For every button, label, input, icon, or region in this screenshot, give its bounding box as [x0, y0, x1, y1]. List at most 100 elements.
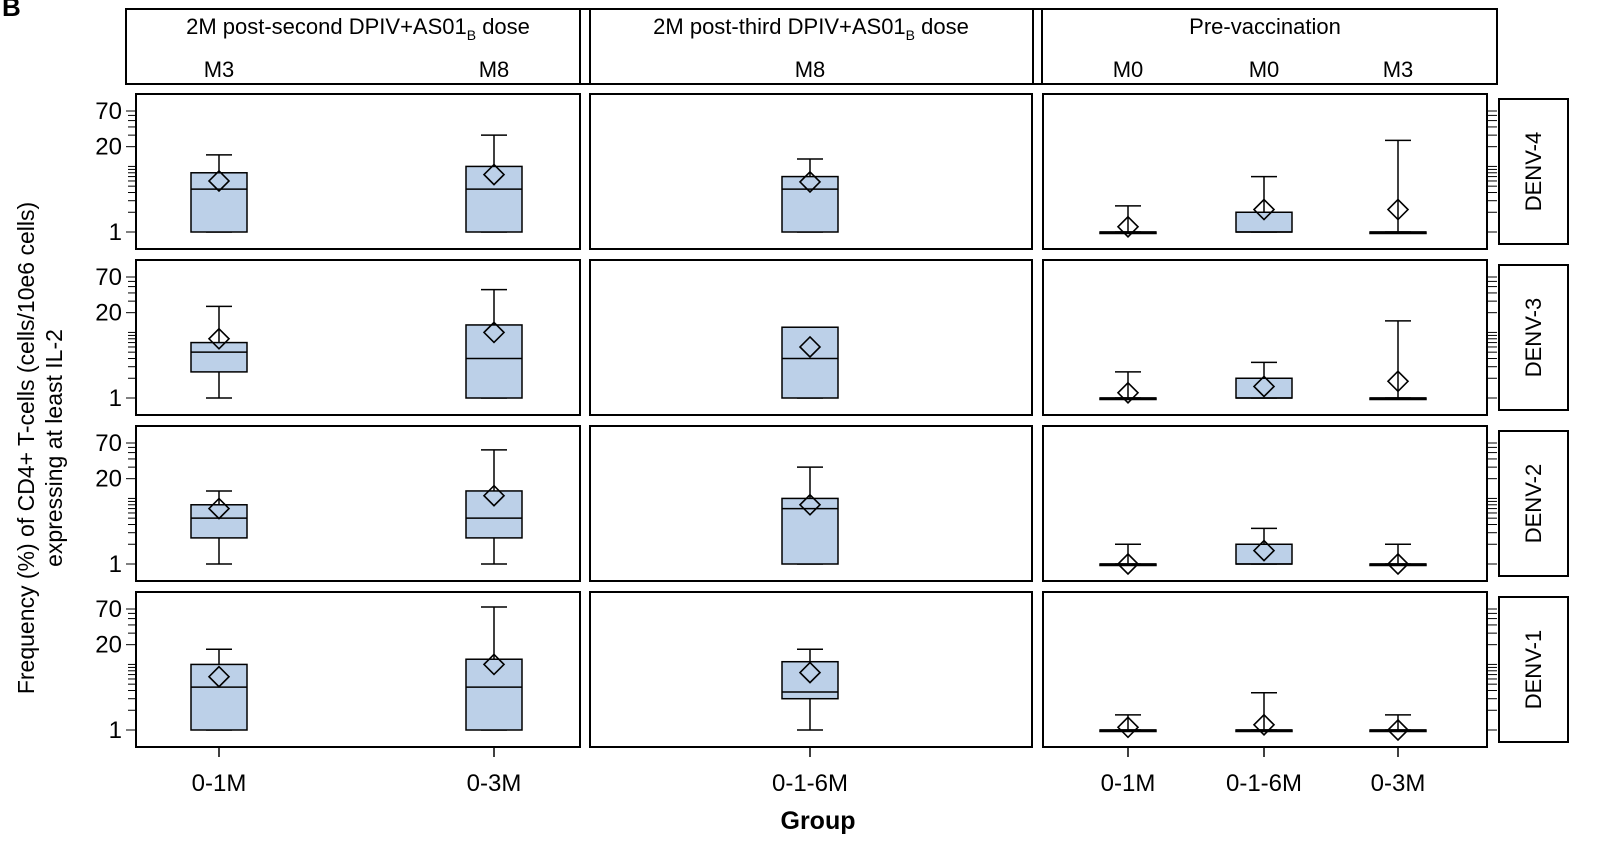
box-DENV-2-0-3M: [1369, 543, 1427, 576]
visit-label: M0: [1113, 57, 1144, 82]
mean-marker: [1116, 215, 1140, 238]
x-tick-label: 0-1-6M: [1226, 770, 1302, 797]
box-DENV-1-0-3M: [1369, 714, 1427, 742]
y-tick-label: 20: [95, 632, 122, 659]
visit-label: M0: [1249, 57, 1280, 82]
mean-marker: [1386, 198, 1410, 221]
box-DENV-3-0-1M: [190, 305, 248, 399]
box-iqr: [1235, 211, 1293, 233]
mean-marker: [1116, 552, 1140, 576]
mean-marker: [1116, 381, 1140, 404]
y-tick-label: 1: [109, 385, 122, 412]
y-axis-title-line2: expressing at least IL-2: [41, 329, 67, 567]
visit-label: M3: [1383, 57, 1414, 82]
row-strip-box: [1498, 430, 1569, 577]
box-DENV-4-0-1M: [190, 154, 248, 233]
box-DENV-3-0-1M: [1099, 371, 1157, 404]
row-strips: DENV-4 DENV-3 DENV-2 DENV-1: [1498, 98, 1569, 743]
visit-label: M3: [204, 57, 235, 82]
mean-marker: [798, 493, 822, 516]
box-DENV-1-0-3M: [465, 606, 523, 731]
box-iqr: [1235, 377, 1293, 399]
row-strip-label: DENV-4: [1521, 132, 1546, 211]
column-header-title: Pre-vaccination: [1189, 14, 1341, 39]
box-iqr: [465, 165, 523, 233]
mean-marker: [1252, 713, 1276, 736]
mean-marker: [1252, 375, 1276, 398]
mean-marker: [798, 335, 822, 359]
box-DENV-1-0-1-6M: [1235, 691, 1293, 736]
box-DENV-2-0-1M: [1099, 543, 1157, 576]
box-DENV-1-0-1-6M: [781, 648, 839, 731]
y-tick-label: 1: [109, 717, 122, 744]
y-tick-label: 70: [95, 98, 122, 125]
row-strip-box: [1498, 264, 1569, 411]
y-tick-label: 1: [109, 551, 122, 578]
mean-marker: [207, 665, 231, 688]
mean-marker: [482, 653, 506, 676]
mean-marker: [1252, 198, 1276, 221]
column-header-title: 2M post-second DPIV+AS01B dose: [186, 14, 530, 43]
x-tick-label: 0-1-6M: [772, 770, 848, 797]
column-headers: 2M post-second DPIV+AS01B dose M3 M8 2M pos…: [125, 8, 1498, 85]
x-tick-label: 0-1M: [192, 770, 247, 797]
column-header-box: [125, 8, 591, 85]
x-tick-label: 0-3M: [467, 770, 522, 797]
column-header-box: [1032, 8, 1498, 85]
y-tick-label: 70: [95, 430, 122, 457]
mean-marker: [1386, 370, 1410, 393]
box-iqr: [190, 504, 248, 539]
box-DENV-4-0-3M: [1369, 139, 1427, 235]
mean-marker: [1116, 716, 1140, 739]
y-tick-label: 20: [95, 134, 122, 161]
box-iqr: [465, 490, 523, 539]
box-DENV-3-0-1-6M: [1235, 361, 1293, 399]
panel-label: B: [2, 0, 21, 22]
x-axis-title: Group: [781, 807, 856, 835]
row-strip-box: [1498, 596, 1569, 743]
box-iqr: [781, 175, 839, 233]
box-DENV-2-0-1M: [190, 490, 248, 565]
box-iqr: [190, 172, 248, 233]
mean-marker: [798, 170, 822, 194]
mean-marker: [482, 484, 506, 507]
box-DENV-3-0-3M: [1369, 320, 1427, 401]
mean-marker: [207, 327, 231, 350]
box-DENV-3-0-3M: [465, 288, 523, 399]
mean-marker: [207, 497, 231, 520]
box-DENV-4-0-3M: [465, 134, 523, 233]
box-iqr: [465, 658, 523, 731]
y-tick-label: 70: [95, 264, 122, 291]
mean-marker: [1386, 552, 1410, 576]
mean-marker: [1386, 718, 1410, 742]
row-strip-label: DENV-1: [1521, 630, 1546, 709]
row-strip-label: DENV-2: [1521, 464, 1546, 543]
box-DENV-2-0-1-6M: [781, 466, 839, 565]
row-strip-label: DENV-3: [1521, 298, 1546, 377]
row-strip-box: [1498, 98, 1569, 245]
y-tick-label: 20: [95, 466, 122, 493]
box-iqr: [190, 663, 248, 731]
box-DENV-2-0-3M: [465, 449, 523, 565]
x-axis: 0-1M 0-3M 0-1-6M 0-1M 0-1-6M 0-3M Group: [192, 747, 1426, 835]
box-DENV-1-0-1M: [1099, 714, 1157, 739]
visit-label: M8: [479, 57, 510, 82]
mean-marker: [1252, 539, 1276, 562]
mean-marker: [798, 661, 822, 684]
box-DENV-2-0-1-6M: [1235, 527, 1293, 565]
box-iqr: [781, 660, 839, 700]
column-header-title: 2M post-third DPIV+AS01B dose: [653, 14, 969, 43]
box-iqr: [465, 324, 523, 399]
y-axis-title-line1: Frequency (%) of CD4+ T-cells (cells/10e…: [13, 202, 39, 694]
y-tick-label: 70: [95, 596, 122, 623]
box-DENV-1-0-1M: [190, 648, 248, 731]
y-axis-title: Frequency (%) of CD4+ T-cells (cells/10e…: [13, 202, 67, 694]
x-tick-label: 0-3M: [1371, 770, 1426, 797]
mean-marker: [207, 169, 231, 193]
box-iqr: [781, 497, 839, 565]
x-tick-label: 0-1M: [1101, 770, 1156, 797]
box-DENV-3-0-1-6M: [781, 326, 839, 399]
box-iqr: [190, 341, 248, 373]
